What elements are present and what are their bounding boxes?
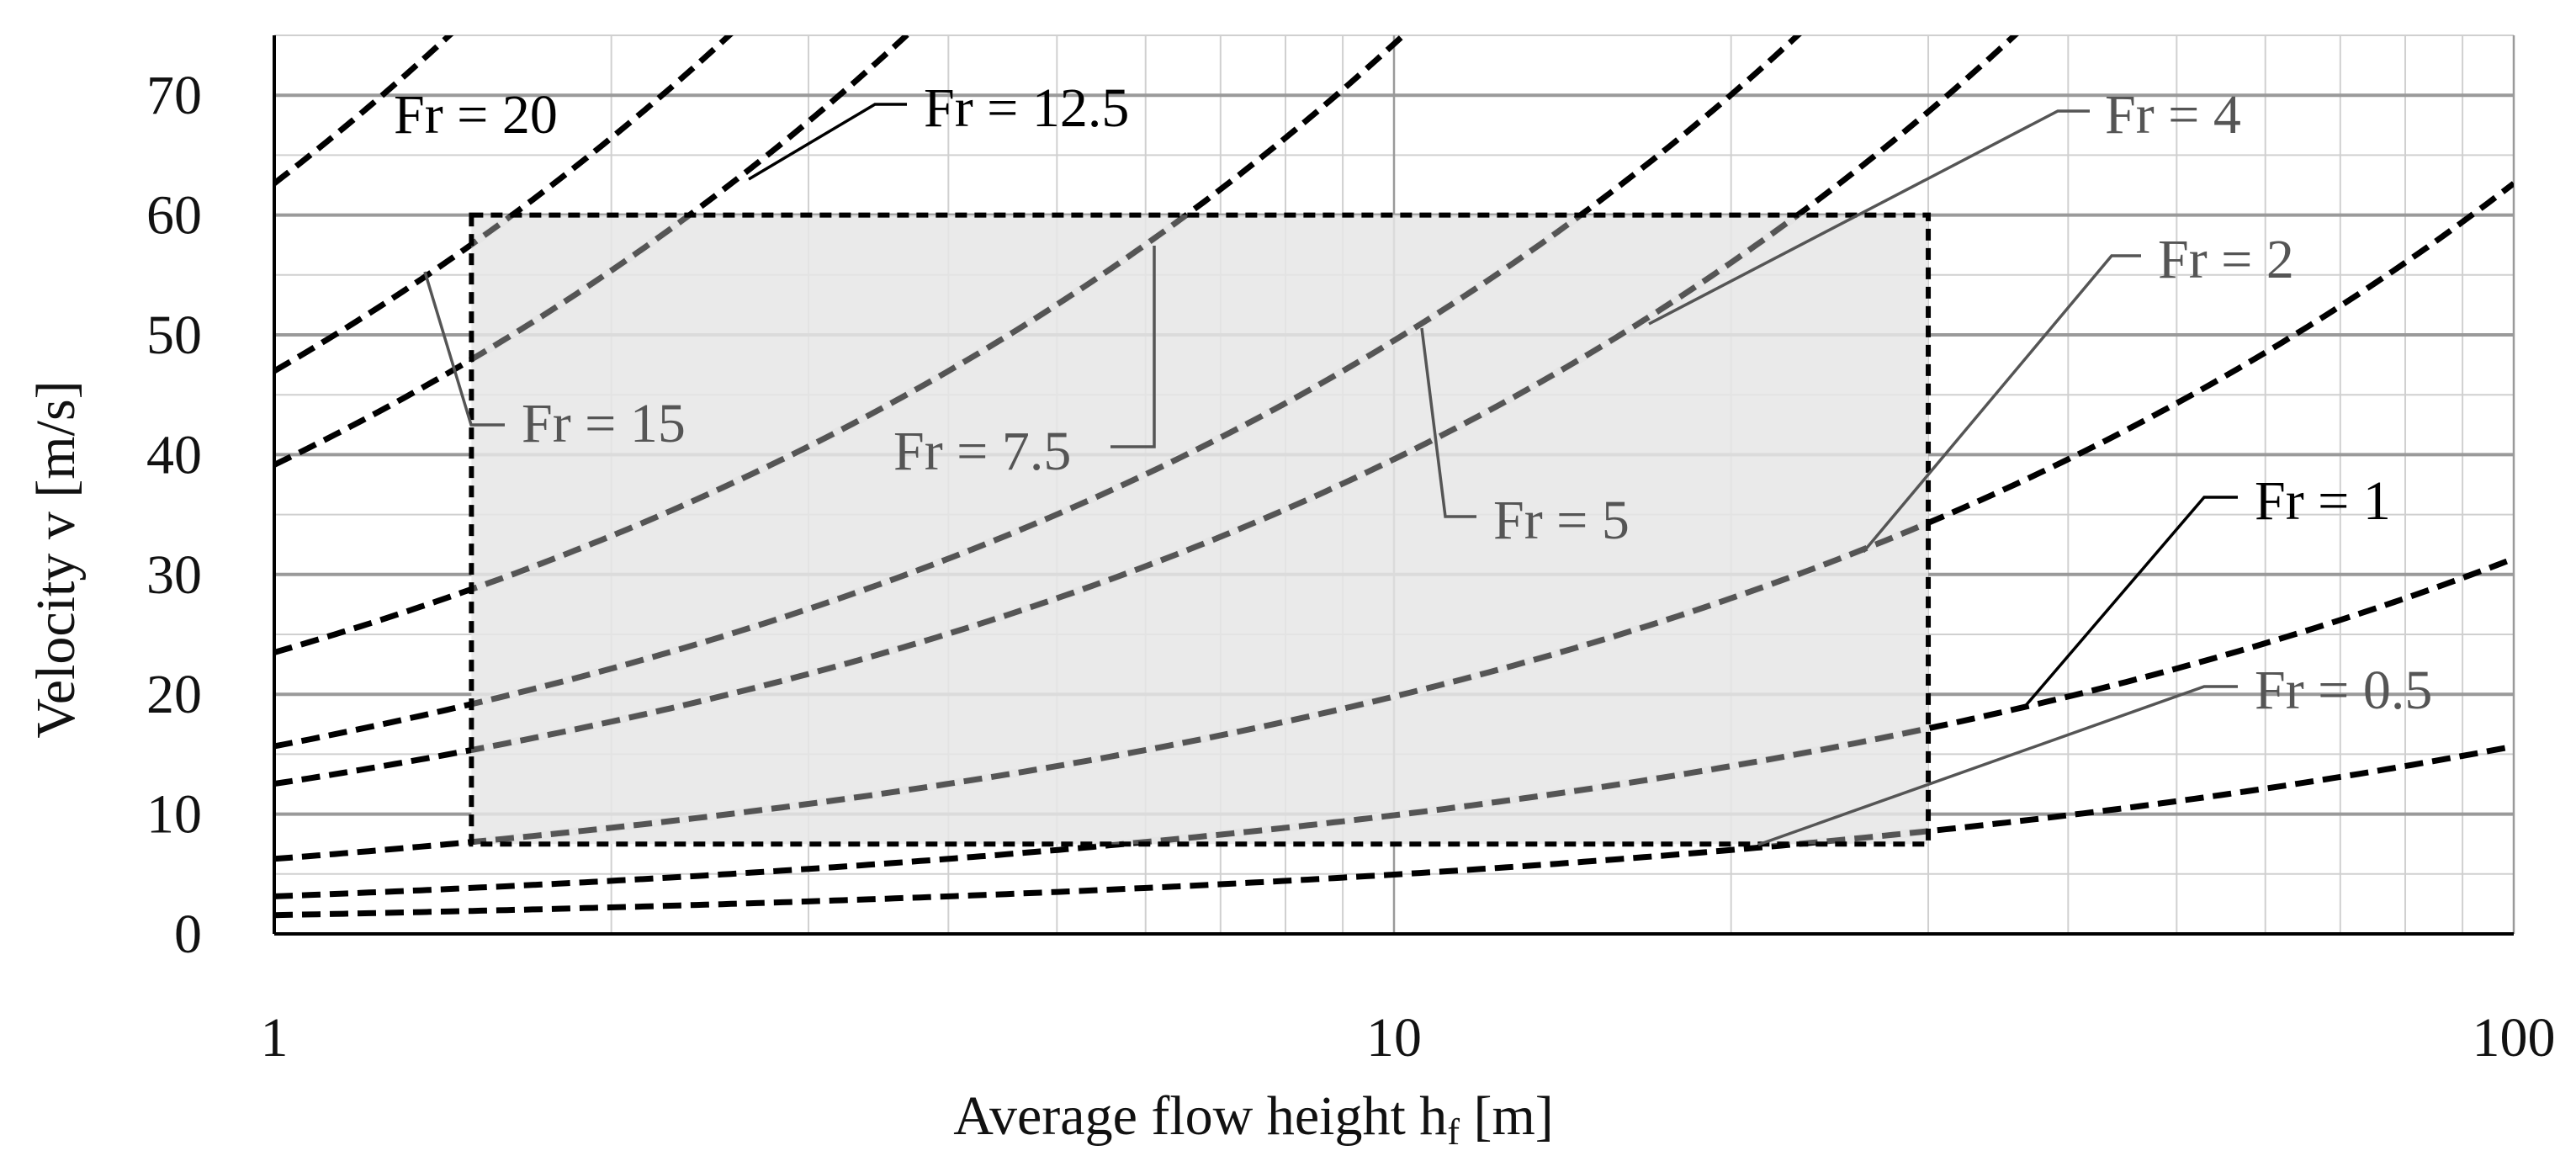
axes (273, 35, 2514, 936)
y-tick-label: 0 (174, 904, 202, 965)
series-line-inner-fr-12-5 (471, 215, 695, 363)
y-tick-label: 10 (146, 784, 202, 846)
series-label-fr-1: Fr = 1 (2255, 470, 2391, 532)
series-lines (274, 35, 2514, 919)
highlight-region-border (469, 212, 1932, 847)
highlight-region (471, 215, 1929, 845)
series-label-leader-fr-5 (1420, 327, 1476, 518)
y-axis-title: Velocity v [m/s] (25, 380, 87, 738)
series-label-fr-7-5: Fr = 7.5 (893, 421, 1071, 482)
y-tick-label: 70 (146, 65, 202, 126)
y-tick-label: 50 (146, 305, 202, 366)
x-tick-label: 10 (1366, 1007, 1422, 1069)
x-axis-title: Average flow height hf [m] (953, 1085, 1554, 1153)
series-label-fr-5: Fr = 5 (1493, 490, 1630, 551)
y-tick-label: 20 (146, 664, 202, 725)
series-line-inner-fr-7-5 (471, 215, 1191, 592)
series-label-leader-fr-2 (1862, 254, 2141, 554)
series-line-inner-fr-1 (1091, 725, 1929, 845)
series-label-leader-fr-0-5 (1757, 685, 2238, 846)
series-line-fr-0-5 (274, 743, 2514, 919)
series-line-inner-fr-2 (471, 519, 1929, 845)
series-label-leader-fr-4 (1648, 109, 2090, 326)
series-label-fr-4: Fr = 4 (2105, 84, 2241, 146)
series-label-leader-fr-7-5 (1110, 246, 1156, 448)
series-labels: Fr = 0.5 Fr = 1 Fr = 2 Fr = 4 Fr = 5 Fr = 7.5… (394, 77, 2432, 846)
series-label-fr-12-5: Fr = 12.5 (924, 77, 1129, 139)
tick-labels: 0 10 20 30 40 50 60 70 1 10 100 (146, 65, 2556, 1069)
series-label-fr-15: Fr = 15 (522, 393, 686, 454)
series-label-leader-fr-1 (2022, 496, 2238, 710)
series-label-fr-0-5: Fr = 0.5 (2255, 660, 2432, 721)
series-line-fr-15 (274, 35, 734, 374)
series-label-fr-2: Fr = 2 (2158, 229, 2294, 290)
series-label-leader-fr-15 (423, 271, 505, 427)
series-label-fr-20: Fr = 20 (394, 84, 558, 146)
y-tick-label: 60 (146, 185, 202, 247)
y-tick-label: 40 (146, 424, 202, 485)
x-tick-label: 100 (2473, 1007, 2556, 1069)
series-line-inner-fr-5 (471, 215, 1586, 708)
x-tick-label: 1 (261, 1007, 289, 1069)
series-label-leader-fr-12-5 (748, 103, 907, 181)
y-tick-label: 30 (146, 544, 202, 606)
series-line-inner-fr-4 (471, 215, 1803, 754)
